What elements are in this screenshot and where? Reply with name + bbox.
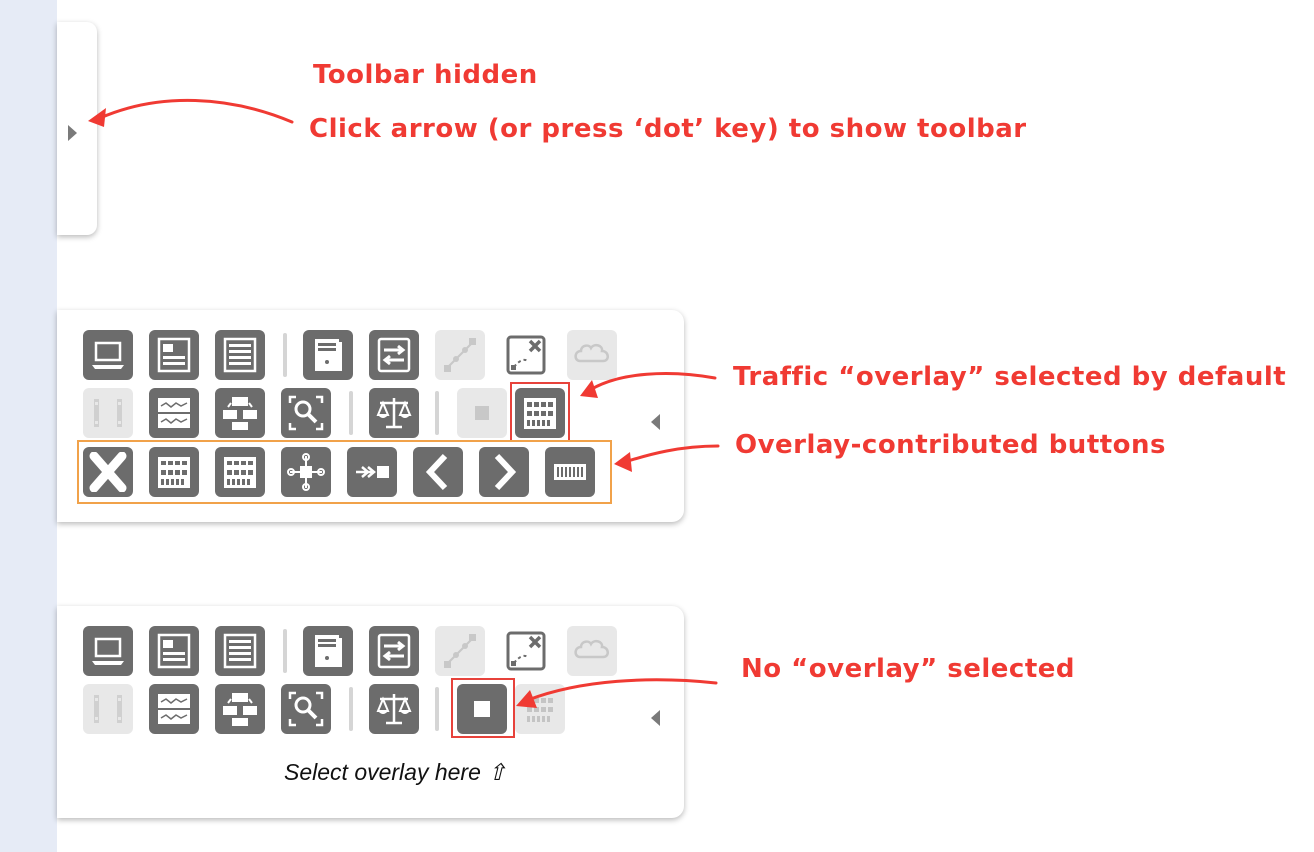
sprites-icon — [158, 694, 190, 724]
zoom-button[interactable] — [281, 388, 331, 438]
note-toolbar-hidden: Toolbar hidden — [313, 60, 538, 90]
left-strip — [0, 0, 57, 852]
path-icon — [444, 634, 476, 668]
details-button[interactable] — [215, 330, 265, 380]
no-path-icon — [506, 335, 546, 375]
previous-icon — [425, 453, 448, 491]
film-strip-icon — [94, 695, 122, 723]
next-icon — [494, 453, 517, 491]
no-path-button[interactable] — [501, 330, 551, 380]
toolbar-traffic-overlay — [57, 310, 684, 522]
note-click-arrow: Click arrow (or press ‘dot’ key) to show… — [309, 114, 1027, 144]
film-strip-icon — [94, 399, 122, 427]
ports-icon — [377, 633, 411, 669]
all-traffic-icon — [158, 457, 190, 488]
summary-icon — [157, 633, 191, 669]
relation-icon — [356, 466, 389, 478]
next-button[interactable] — [479, 447, 529, 497]
cloud-button[interactable] — [567, 626, 617, 676]
no-path-icon — [506, 631, 546, 671]
ports-button[interactable] — [369, 626, 419, 676]
sprites-button[interactable] — [149, 388, 199, 438]
device-button[interactable] — [303, 330, 353, 380]
device-button[interactable] — [303, 626, 353, 676]
map-icon — [223, 693, 257, 726]
instances-button[interactable] — [83, 330, 133, 380]
separator — [349, 391, 353, 435]
port-traffic-icon — [224, 457, 256, 488]
path-button[interactable] — [435, 626, 485, 676]
map-button[interactable] — [215, 388, 265, 438]
summary-button[interactable] — [149, 626, 199, 676]
map-icon — [223, 397, 257, 430]
film-strip-button[interactable] — [83, 388, 133, 438]
note-traffic-selected: Traffic “overlay” selected by default — [733, 362, 1287, 392]
instances-button[interactable] — [83, 626, 133, 676]
film-strip-button[interactable] — [83, 684, 133, 734]
no-overlay-icon — [474, 701, 490, 717]
instances-icon — [92, 341, 124, 369]
details-icon — [223, 633, 257, 669]
relation-button[interactable] — [347, 447, 397, 497]
node-button[interactable] — [281, 447, 331, 497]
no-overlay-button[interactable] — [457, 388, 507, 438]
sprites-button[interactable] — [149, 684, 199, 734]
instances-icon — [92, 637, 124, 665]
ports-icon — [377, 337, 411, 373]
balance-button[interactable] — [369, 388, 419, 438]
previous-button[interactable] — [413, 447, 463, 497]
node-icon — [287, 453, 325, 491]
no-overlay-button[interactable] — [457, 684, 507, 734]
details-icon — [223, 337, 257, 373]
zoom-button[interactable] — [281, 684, 331, 734]
hide-toolbar-arrow-icon[interactable] — [651, 414, 660, 430]
traffic-overlay-button[interactable] — [515, 388, 565, 438]
path-button[interactable] — [435, 330, 485, 380]
all-traffic-button[interactable] — [149, 447, 199, 497]
separator — [283, 629, 287, 673]
zoom-icon — [288, 691, 324, 727]
hide-toolbar-arrow-icon[interactable] — [651, 710, 660, 726]
overlay-buttons-highlight — [77, 440, 612, 504]
path-icon — [444, 338, 476, 372]
no-overlay-selected-highlight — [451, 678, 515, 738]
ports-button[interactable] — [369, 330, 419, 380]
separator — [435, 391, 439, 435]
cloud-icon — [574, 343, 609, 363]
select-overlay-hint: Select overlay here ⇧ — [284, 759, 507, 785]
summary-icon — [157, 337, 191, 373]
toolbar-no-overlay: Select overlay here ⇧ — [57, 606, 684, 818]
separator — [349, 687, 353, 731]
device-icon — [315, 339, 342, 371]
details-button[interactable] — [215, 626, 265, 676]
balance-icon — [376, 398, 412, 429]
balance-button[interactable] — [369, 684, 419, 734]
clear-icon — [89, 452, 127, 492]
map-button[interactable] — [215, 684, 265, 734]
sprites-icon — [158, 398, 190, 428]
toolbar-collapsed — [57, 22, 97, 235]
no-overlay-icon — [475, 406, 489, 420]
port-traffic-button[interactable] — [215, 447, 265, 497]
no-path-button[interactable] — [501, 626, 551, 676]
separator — [283, 333, 287, 377]
zoom-icon — [288, 395, 324, 431]
traffic-overlay-icon — [524, 398, 556, 429]
balance-icon — [376, 694, 412, 725]
note-no-overlay: No “overlay” selected — [741, 654, 1076, 684]
note-overlay-buttons: Overlay-contributed buttons — [735, 430, 1167, 460]
summary-button[interactable] — [149, 330, 199, 380]
show-toolbar-arrow-icon[interactable] — [68, 125, 77, 141]
traffic-overlay-icon — [524, 694, 556, 725]
links-traffic-button[interactable] — [545, 447, 595, 497]
separator — [435, 687, 439, 731]
device-icon — [315, 635, 342, 667]
links-traffic-icon — [554, 464, 586, 480]
cloud-button[interactable] — [567, 330, 617, 380]
cloud-icon — [574, 639, 609, 659]
clear-button[interactable] — [83, 447, 133, 497]
